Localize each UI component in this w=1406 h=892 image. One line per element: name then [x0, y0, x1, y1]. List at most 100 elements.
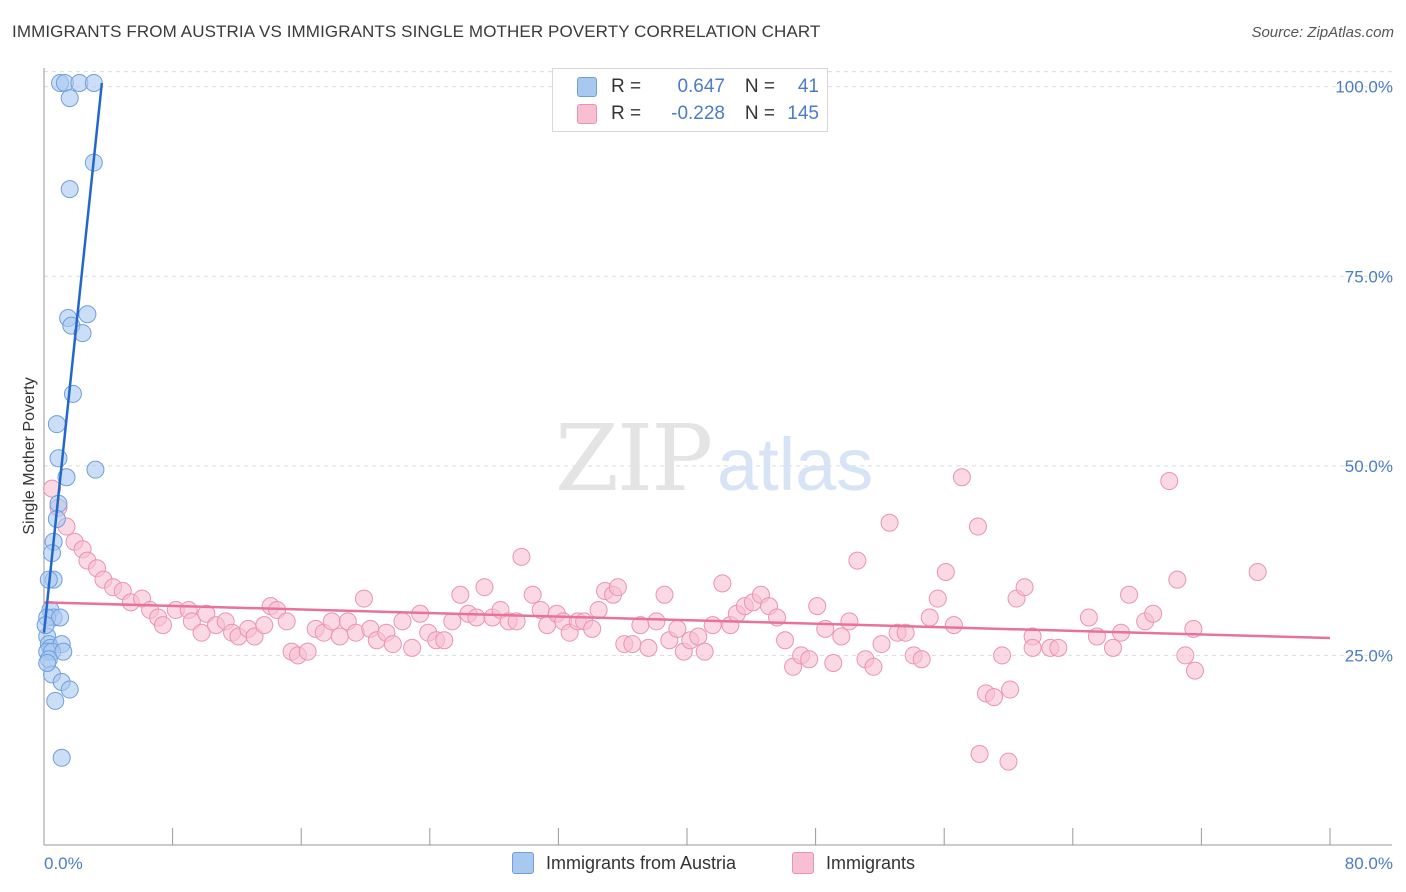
- y-tick-label: 75.0%: [1345, 267, 1393, 286]
- x-tick-label: 0.0%: [44, 854, 83, 873]
- x-tick-label: 80.0%: [1345, 854, 1393, 873]
- immigrants-point: [467, 608, 486, 627]
- legend-item-immigrants: Immigrants: [792, 852, 915, 874]
- immigrants-point: [944, 616, 963, 635]
- chart-title: IMMIGRANTS FROM AUSTRIA VS IMMIGRANTS SI…: [12, 22, 821, 41]
- immigrants-point: [896, 623, 915, 642]
- immigrants-point: [1144, 604, 1163, 623]
- axes: [43, 68, 1392, 846]
- y-tick-label: 100.0%: [1335, 78, 1393, 97]
- immigrants-point: [1176, 646, 1195, 665]
- austria-point: [84, 73, 103, 92]
- immigrants-trend-line: [43, 601, 1331, 640]
- immigrants-point: [512, 547, 531, 566]
- immigrants-point: [647, 612, 666, 631]
- immigrants-point: [703, 616, 722, 635]
- immigrants-point: [872, 635, 891, 654]
- n-value: 41: [797, 76, 819, 97]
- immigrants-point: [1160, 472, 1179, 491]
- immigrants-point: [928, 589, 947, 608]
- austria-legend-swatch: [512, 852, 534, 874]
- immigrants-point: [695, 642, 714, 661]
- series-legend: Immigrants from Austria Immigrants: [0, 852, 1406, 878]
- immigrants-point: [848, 551, 867, 570]
- legend-label-austria: Immigrants from Austria: [546, 852, 737, 873]
- legend-label-immigrants: Immigrants: [826, 852, 916, 873]
- correlation-legend: R = 0.647 N = 41 R = -0.228 N = 145: [552, 68, 828, 132]
- austria-swatch: [577, 77, 597, 97]
- immigrants-point: [451, 585, 470, 604]
- immigrants-point: [880, 513, 899, 532]
- immigrants-point: [912, 650, 931, 669]
- series-immigrants: [43, 468, 1267, 771]
- immigrants-point: [277, 612, 296, 631]
- immigrants-point: [322, 612, 341, 631]
- immigrants-point: [968, 517, 987, 536]
- immigrants-point: [589, 600, 608, 619]
- svg-text:atlas: atlas: [717, 423, 873, 506]
- immigrants-point: [435, 631, 454, 650]
- immigrants-point: [354, 589, 373, 608]
- immigrants-point: [153, 616, 172, 635]
- immigrants-point: [192, 623, 211, 642]
- source-credit: Source: ZipAtlas.com: [1251, 24, 1394, 41]
- austria-point: [49, 449, 68, 468]
- immigrants-point: [840, 612, 859, 631]
- immigrants-point: [523, 585, 542, 604]
- immigrants-point: [1185, 661, 1204, 680]
- immigrants-point: [1001, 680, 1020, 699]
- austria-point: [60, 680, 79, 699]
- immigrants-point: [1023, 638, 1042, 657]
- y-tick-label: 25.0%: [1345, 646, 1393, 665]
- immigrants-point: [1248, 563, 1267, 582]
- immigrants-point: [832, 627, 851, 646]
- immigrants-point: [993, 646, 1012, 665]
- immigrants-point: [608, 578, 627, 597]
- legend-row-immigrants: R = -0.228 N = 145: [577, 102, 819, 126]
- austria-point: [78, 305, 97, 324]
- immigrants-point: [1049, 638, 1068, 657]
- immigrants-point: [970, 745, 989, 764]
- immigrants-point: [713, 574, 732, 593]
- immigrants-point: [403, 638, 422, 657]
- austria-point: [52, 748, 71, 767]
- immigrants-legend-swatch: [792, 852, 814, 874]
- gridlines: [44, 71, 1392, 656]
- austria-point: [46, 691, 65, 710]
- immigrants-point: [999, 752, 1018, 771]
- immigrants-point: [507, 612, 526, 631]
- immigrants-point: [1079, 608, 1098, 627]
- trend-lines: [42, 82, 1331, 640]
- n-value: 145: [787, 103, 819, 124]
- immigrants-point: [639, 638, 658, 657]
- austria-point: [60, 89, 79, 108]
- y-tick-label: 50.0%: [1345, 457, 1393, 476]
- n-label: N =: [744, 103, 775, 124]
- immigrants-point: [1120, 585, 1139, 604]
- austria-point: [60, 180, 79, 199]
- watermark: ZIP atlas: [555, 405, 873, 512]
- r-label: R =: [611, 76, 642, 97]
- r-label: R =: [611, 103, 642, 124]
- austria-point: [86, 460, 105, 479]
- austria-trend-line: [42, 82, 104, 633]
- immigrants-point: [689, 627, 708, 646]
- legend-row-austria: R = 0.647 N = 41: [577, 75, 819, 99]
- y-tick-labels: 25.0% 50.0% 75.0% 100.0%: [1335, 78, 1393, 666]
- immigrants-point: [800, 650, 819, 669]
- austria-point: [54, 642, 73, 661]
- x-tick-labels: 0.0% 80.0%: [44, 854, 1393, 873]
- immigrants-point: [1168, 570, 1187, 589]
- n-label: N =: [744, 76, 775, 97]
- immigrants-point: [43, 479, 62, 498]
- immigrants-point: [920, 608, 939, 627]
- immigrants-point: [1103, 638, 1122, 657]
- immigrants-point: [298, 642, 317, 661]
- austria-point: [57, 468, 76, 487]
- immigrants-point: [443, 612, 462, 631]
- austria-point: [51, 608, 70, 627]
- immigrants-swatch: [577, 104, 597, 124]
- immigrants-point: [655, 585, 674, 604]
- immigrants-point: [583, 619, 602, 638]
- austria-point: [47, 415, 66, 434]
